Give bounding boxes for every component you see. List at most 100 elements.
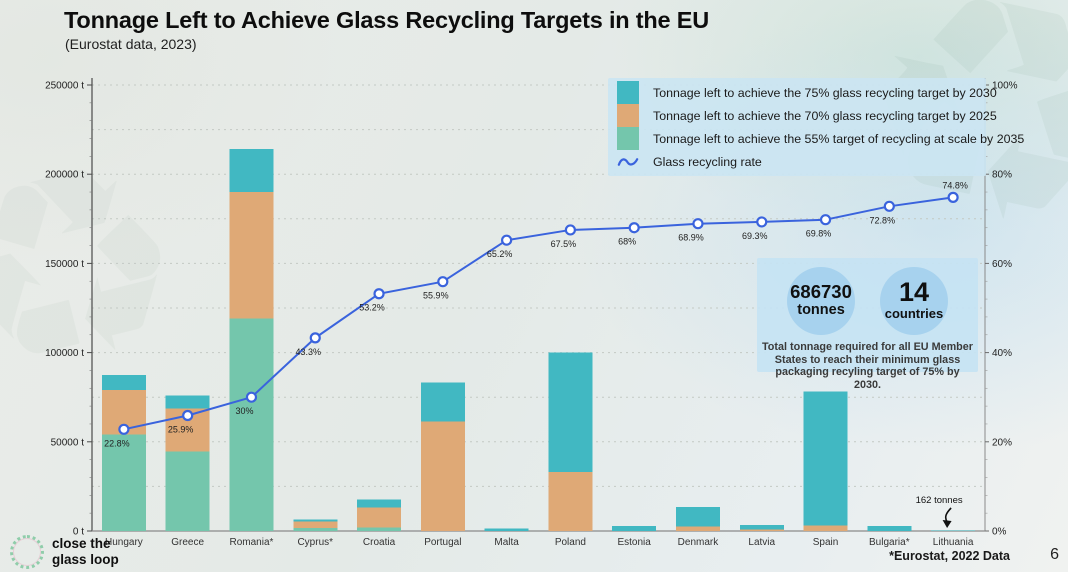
line-point: [118, 423, 130, 435]
bar-segment: [420, 421, 465, 531]
bar-segment: [548, 472, 593, 531]
line-point-label: 25.9%: [168, 424, 194, 434]
x-axis-label: Croatia: [363, 537, 396, 548]
line-point-label: 30%: [235, 406, 253, 416]
line-point-label: 69.8%: [806, 229, 832, 239]
close-the-glass-loop-logo: close the glass loop: [10, 535, 119, 569]
stat-circles: 686730 tonnes 14 countries: [757, 267, 978, 335]
bar-segment: [101, 434, 146, 531]
y-axis-label-left: 200000 t: [45, 170, 84, 181]
legend-item-label: Tonnage left to achieve the 75% glass re…: [653, 85, 997, 100]
y-axis-label-right: 60%: [992, 259, 1012, 270]
countries-unit: countries: [884, 306, 944, 322]
bar-segment: [803, 391, 848, 526]
x-axis-label: Latvia: [748, 537, 775, 548]
line-point: [819, 214, 832, 226]
annotation-arrow-icon: [944, 507, 952, 523]
bar-segment: [484, 528, 529, 531]
bar-segment: [293, 521, 338, 528]
logo-ring-icon: [10, 535, 44, 569]
legend-item-label: Tonnage left to achieve the 70% glass re…: [653, 108, 997, 123]
line-point: [245, 391, 258, 403]
total-tonnage-circle: 686730 tonnes: [787, 267, 855, 335]
countries-value: 14: [898, 277, 930, 308]
line-point: [628, 222, 640, 234]
line-point-label: 55.9%: [423, 291, 449, 301]
total-tonnage-value: 686730: [790, 281, 852, 303]
line-point: [373, 288, 385, 300]
line-point: [182, 409, 194, 422]
legend-item: Glass recycling rate: [608, 150, 986, 173]
legend-swatch-icon: [617, 81, 639, 104]
footnote: *Eurostat, 2022 Data: [889, 549, 1010, 563]
y-axis-label-left: 0 t: [73, 527, 84, 538]
bar-segment: [675, 526, 720, 531]
bar-segment: [357, 527, 402, 531]
line-point-label: 72.8%: [870, 215, 896, 225]
line-point-label: 69.3%: [742, 231, 768, 241]
page-number: 6: [1050, 546, 1059, 563]
annotation-162-tonnes: 162 tonnes: [916, 495, 963, 506]
x-axis-label: Bulgaria*: [869, 537, 910, 548]
x-axis-label: Denmark: [678, 537, 720, 548]
infobox-caption: Total tonnage required for all EU Member…: [762, 341, 973, 392]
legend-item-label: Tonnage left to achieve the 55% target o…: [653, 131, 1025, 146]
line-point-label: 43.3%: [295, 347, 321, 357]
chart-legend: Tonnage left to achieve the 75% glass re…: [608, 78, 1024, 176]
x-axis-label: Spain: [813, 537, 839, 548]
line-point-label: 68%: [618, 237, 636, 247]
x-axis-label: Greece: [171, 537, 204, 548]
line-point: [309, 332, 321, 344]
x-axis-label: Estonia: [617, 537, 651, 548]
y-axis-label-left: 250000 t: [45, 81, 84, 92]
line-point: [564, 224, 576, 236]
bar-segment: [548, 352, 593, 473]
legend-swatch-icon: [617, 127, 639, 150]
x-axis-label: Lithuania: [933, 537, 974, 548]
bar-segment: [165, 451, 210, 531]
line-point: [883, 200, 895, 212]
bar-segment: [165, 395, 210, 409]
y-axis-label-left: 50000 t: [51, 437, 85, 448]
total-tonnage-unit: tonnes: [797, 301, 845, 318]
logo-text-line1: close the: [52, 535, 111, 551]
line-point: [692, 218, 704, 230]
y-axis-label-right: 40%: [992, 348, 1012, 359]
bar-segment: [101, 374, 146, 391]
legend-swatch-icon: [617, 104, 639, 127]
bar-segment: [357, 499, 402, 508]
annotation-arrowhead-icon: [942, 520, 952, 528]
legend-item: Tonnage left to achieve the 55% target o…: [608, 127, 1024, 150]
legend-item: Tonnage left to achieve the 75% glass re…: [608, 81, 997, 104]
recycling-rate-line-icon: [617, 150, 639, 173]
legend-item-label: Glass recycling rate: [653, 154, 762, 169]
line-point: [947, 191, 959, 203]
line-point-label: 74.8%: [942, 180, 968, 190]
line-point: [501, 234, 513, 246]
y-axis-label-left: 100000 t: [45, 348, 84, 359]
page-subtitle: (Eurostat data, 2023): [65, 36, 197, 52]
bar-segment: [420, 382, 465, 422]
x-axis-label: Romania*: [230, 537, 274, 548]
y-axis-label-right: 0%: [992, 527, 1007, 538]
bar-segment: [229, 318, 274, 531]
y-axis-label-right: 80%: [992, 170, 1012, 181]
bar-segment: [357, 507, 402, 528]
bar-segment: [803, 525, 848, 531]
line-point-label: 68.9%: [678, 233, 704, 243]
x-axis-label: Poland: [555, 537, 586, 548]
bar-segment: [675, 506, 720, 527]
legend-item: Tonnage left to achieve the 70% glass re…: [608, 104, 997, 127]
logo-text-line2: glass loop: [52, 552, 119, 567]
bar-segment: [739, 524, 784, 530]
line-point-label: 65.2%: [487, 249, 513, 259]
x-axis-label: Cyprus*: [297, 537, 333, 548]
x-axis-label: Hungary: [105, 537, 143, 548]
line-point-label: 53.2%: [359, 303, 385, 313]
x-axis-label: Portugal: [424, 537, 461, 548]
line-point-label: 22.8%: [104, 438, 130, 448]
bar-segment: [293, 519, 338, 522]
bar-segment: [229, 192, 274, 319]
summary-infobox: 686730 tonnes 14 countries Total tonnage…: [757, 258, 978, 391]
